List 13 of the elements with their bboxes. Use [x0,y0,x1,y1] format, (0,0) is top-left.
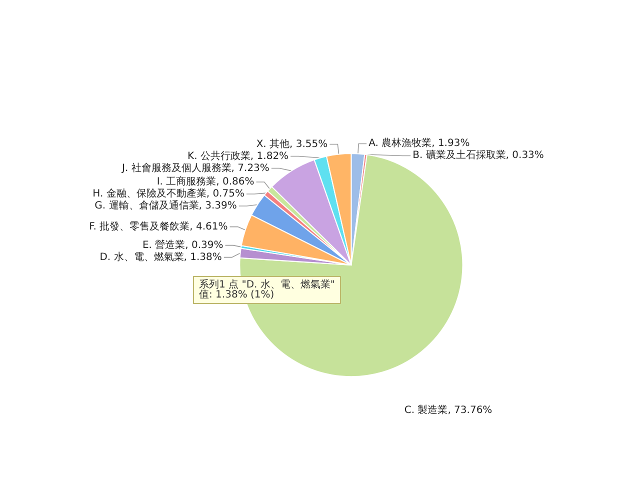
slice-label: B. 礦業及土石採取業, 0.33% [412,149,544,162]
slice-label: D. 水、電、燃氣業, 1.38% [100,250,222,263]
slice-label: E. 營造業, 0.39% [142,238,224,251]
slice-label: H. 金融、保險及不動產業, 0.75% [92,188,244,200]
slice-label: K. 公共行政業, 1.82% [188,150,289,162]
slice-label: J. 社會服務及個人服務業, 7.23% [120,162,270,174]
slice-label: A. 農林漁牧業, 1.93% [368,137,470,150]
text: 系列1 点 "D. 水、電、燃氣業" 值: 1.38% (1%) [199,278,335,300]
slice-label: G. 運輸、倉儲及通信業, 3.39% [94,200,237,212]
slice-label: I. 工商服務業, 0.86% [156,176,254,188]
slice-label: F. 批發、零售及餐飲業, 4.61% [89,220,228,232]
slice-label: X. 其他, 3.55% [256,138,328,150]
slice-label: C. 製造業, 73.76% [404,404,492,416]
